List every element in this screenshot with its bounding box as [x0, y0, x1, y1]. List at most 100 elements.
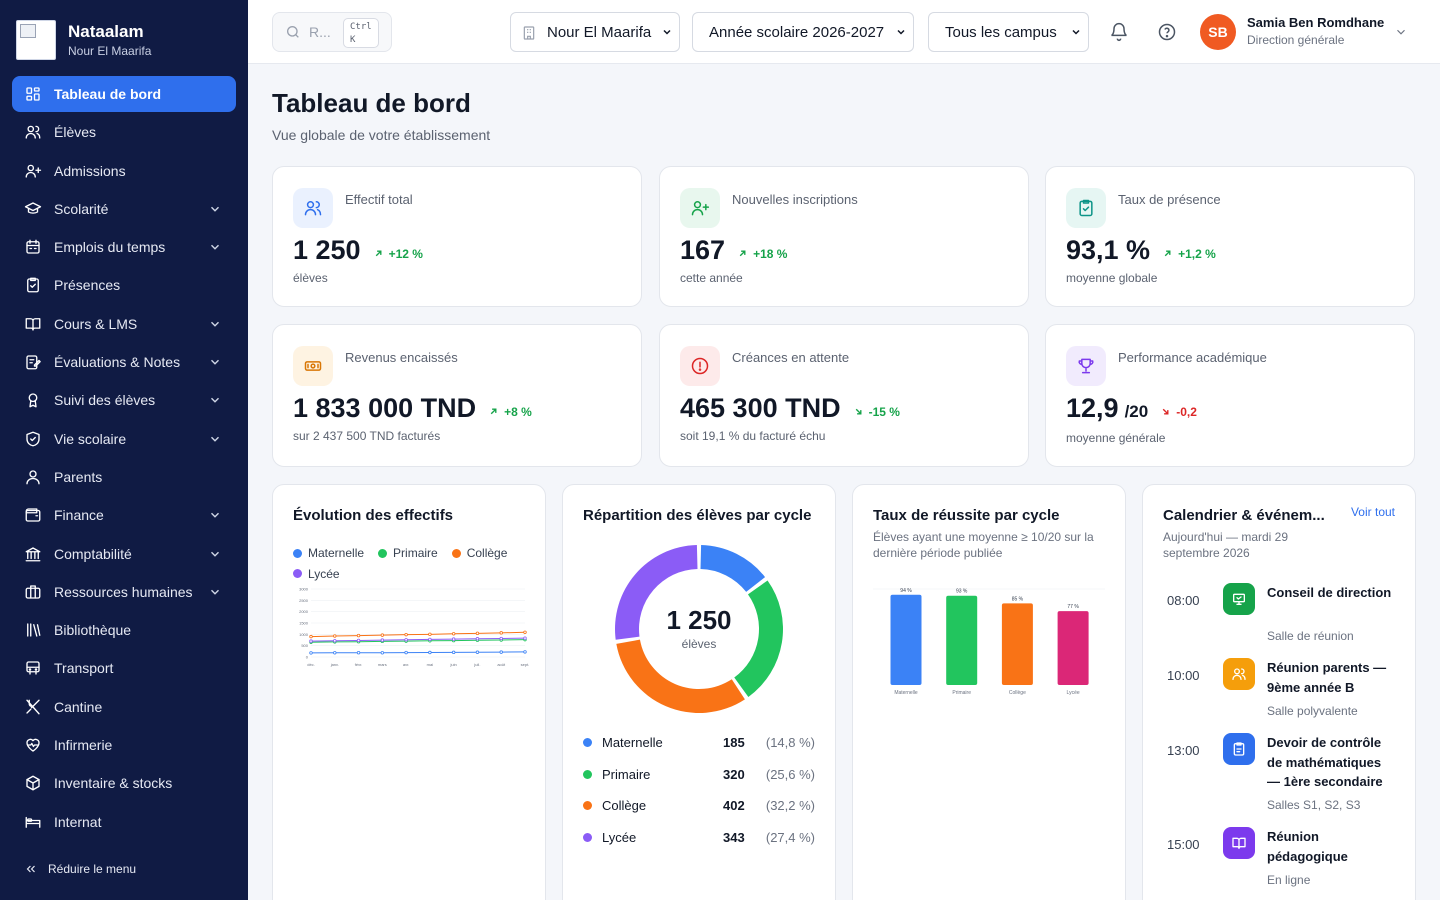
event-time: 08:00 — [1167, 593, 1200, 608]
sidebar-item-16[interactable]: Cantine — [12, 689, 236, 725]
repartition-card: Répartition des élèves par cycle 1 250 é… — [562, 484, 836, 900]
banknote-icon — [304, 361, 322, 371]
event-title: Devoir de contrôle de mathématiques — 1è… — [1267, 735, 1383, 789]
x-tick-label: juil. — [473, 662, 480, 667]
brand[interactable]: Nataalam Nour El Maarifa — [16, 20, 151, 60]
legend-label: Primaire — [393, 546, 438, 560]
user-name: Samia Ben Romdhane — [1247, 15, 1385, 30]
chevron-down-icon — [663, 29, 671, 35]
kpi-value: 93,1 % — [1066, 235, 1151, 265]
reussite-card: Taux de réussite par cycle Élèves ayant … — [852, 484, 1126, 900]
sidebar-item-8[interactable]: Suivi des élèves — [12, 382, 236, 418]
sidebar-item-6[interactable]: Cours & LMS — [12, 306, 236, 342]
avatar[interactable]: SB — [1200, 14, 1236, 50]
sidebar-item-10[interactable]: Parents — [12, 459, 236, 495]
kpi-card: Effectif total 1 250 +12 % élèves — [272, 166, 642, 307]
kpi-value-row: 12,9 /20 -0,2 — [1066, 393, 1197, 424]
sidebar-item-15[interactable]: Transport — [12, 650, 236, 686]
sidebar-item-17[interactable]: Infirmerie — [12, 727, 236, 763]
year-select[interactable]: Année scolaire 2026-2027 — [692, 12, 914, 52]
legend-swatch — [583, 769, 592, 779]
sidebar-item-4[interactable]: Emplois du temps — [12, 229, 236, 265]
kpi-delta: +12 % — [373, 247, 423, 261]
data-point — [309, 634, 313, 639]
sidebar-item-14[interactable]: Bibliothèque — [12, 612, 236, 648]
legend-row: Collège 402 (32,2 %) — [583, 798, 815, 813]
chevron-down-icon — [211, 359, 219, 365]
kpi-card: Taux de présence 93,1 % +1,2 % moyenne g… — [1045, 166, 1415, 307]
search-placeholder: R... — [309, 24, 331, 40]
sidebar-item-0[interactable]: Tableau de bord — [12, 76, 236, 112]
legend-item: Lycée — [293, 564, 340, 584]
campus-select[interactable]: Tous les campus — [928, 12, 1089, 52]
kpi-delta-value: +12 % — [388, 246, 423, 261]
kpi-value-row: 465 300 TND -15 % — [680, 393, 900, 424]
data-point — [451, 637, 456, 641]
donut-total-label: élèves — [681, 637, 717, 651]
kpi-card: Revenus encaissés 1 833 000 TND +8 % sur… — [272, 324, 642, 467]
kpi-icon-wrap — [1066, 188, 1106, 228]
sidebar-item-2[interactable]: Admissions — [12, 153, 236, 189]
sidebar-item-11[interactable]: Finance — [12, 497, 236, 533]
donut-slice — [616, 639, 745, 713]
user-role: Direction générale — [1247, 33, 1345, 47]
kpi-value: 167 — [680, 235, 726, 265]
event-icon-wrap — [1223, 733, 1255, 765]
year-select-value: Année scolaire 2026-2027 — [709, 23, 885, 41]
top-header: R... Ctrl K Nour El Maarifa Année scolai… — [248, 0, 1440, 64]
sidebar-item-label: Tableau de bord — [54, 86, 162, 102]
event-location: Salle de réunion — [1267, 629, 1354, 643]
sidebar-item-18[interactable]: Inventaire & stocks — [12, 765, 236, 801]
see-all-link[interactable]: Voir tout — [1350, 505, 1395, 519]
user-menu[interactable]: Samia Ben Romdhane Direction générale — [1247, 15, 1384, 47]
data-point — [333, 639, 337, 643]
data-point — [404, 650, 408, 655]
bar — [1001, 603, 1033, 685]
legend-count: 320 — [723, 766, 745, 782]
sidebar-item-9[interactable]: Vie scolaire — [12, 421, 236, 457]
series-line — [310, 651, 526, 654]
clipboard-check-icon — [1079, 199, 1093, 217]
x-tick-label: sept. — [521, 662, 530, 667]
sidebar-item-label: Inventaire & stocks — [54, 775, 173, 792]
collapse-menu-label: Réduire le menu — [48, 862, 137, 876]
arrow-down-right-icon — [1162, 408, 1169, 415]
kpi-icon-wrap — [1066, 346, 1106, 386]
chevron-down-icon — [211, 513, 219, 519]
help-icon[interactable] — [1157, 22, 1177, 42]
kpi-card: Performance académique 12,9 /20 -0,2 moy… — [1045, 324, 1415, 467]
data-point — [451, 632, 456, 636]
user-icon — [26, 470, 40, 485]
chevron-down-icon — [897, 29, 905, 35]
legend-percent: (25,6 %) — [765, 766, 815, 782]
legend-label: Maternelle — [602, 735, 663, 750]
kpi-delta-value: +8 % — [504, 404, 532, 419]
sidebar-item-3[interactable]: Scolarité — [12, 191, 236, 227]
user-plus-icon — [25, 164, 42, 178]
sidebar-item-13[interactable]: Ressources humaines — [12, 574, 236, 610]
bar-value-label: 85 % — [1012, 596, 1024, 602]
kpi-value-row: 167 +18 % — [680, 235, 787, 266]
event-icon-wrap — [1223, 658, 1255, 690]
legend-item: Primaire — [378, 543, 438, 563]
chevron-down-icon — [211, 244, 219, 250]
dashboard-icon — [26, 87, 40, 101]
school-select[interactable]: Nour El Maarifa — [510, 12, 680, 52]
sidebar-item-7[interactable]: Évaluations & Notes — [12, 344, 236, 380]
bell-icon[interactable] — [1109, 22, 1129, 42]
sidebar-item-label: Scolarité — [54, 200, 109, 217]
legend-percent: (32,2 %) — [765, 798, 815, 813]
collapse-menu-button[interactable]: Réduire le menu — [24, 862, 136, 876]
utensils-icon — [26, 699, 40, 715]
sidebar-item-1[interactable]: Élèves — [12, 114, 236, 150]
sidebar-item-19[interactable]: Internat — [12, 804, 236, 840]
sidebar-item-label: Admissions — [54, 162, 126, 179]
search-input[interactable]: R... Ctrl K — [272, 12, 392, 52]
chevron-down-icon[interactable] — [1394, 25, 1408, 39]
legend-label: Lycée — [308, 566, 340, 581]
data-point — [523, 630, 527, 634]
sidebar-item-12[interactable]: Comptabilité — [12, 536, 236, 572]
sidebar-item-label: Cantine — [54, 698, 103, 715]
sidebar-item-5[interactable]: Présences — [12, 267, 236, 303]
sidebar-item-label: Élèves — [54, 124, 97, 141]
